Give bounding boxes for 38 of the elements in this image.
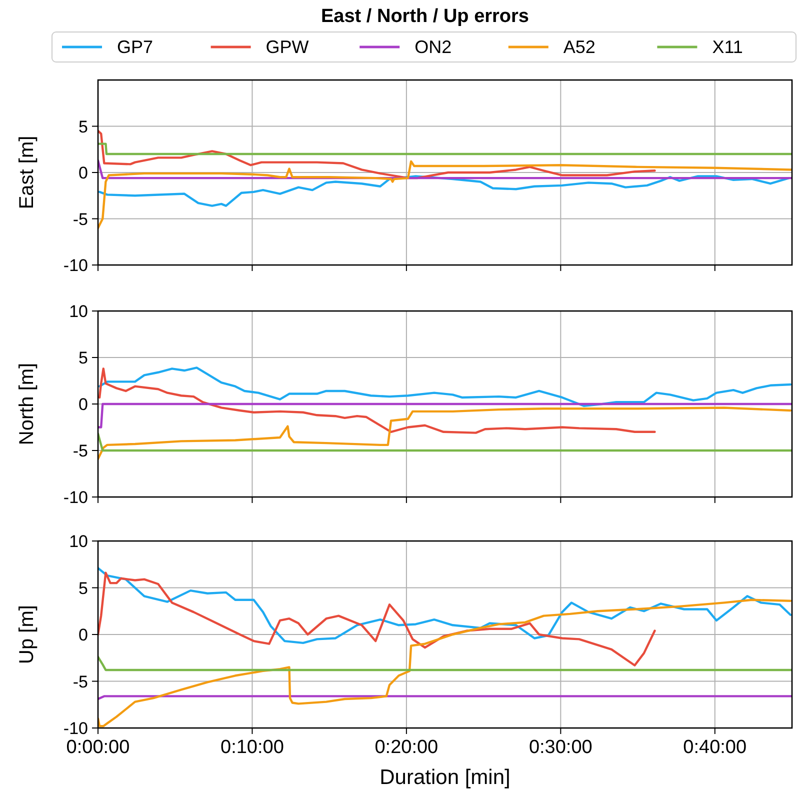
- y-tick-label: 10: [69, 302, 88, 321]
- x-tick-label: 0:40:00: [683, 737, 747, 758]
- legend-label: GP7: [117, 37, 154, 57]
- line-series: [98, 572, 656, 666]
- y-tick-label: -5: [72, 210, 88, 229]
- line-series: [98, 406, 792, 460]
- line-series: [98, 175, 790, 207]
- y-tick-label: 5: [78, 578, 88, 598]
- y-tick-label: -10: [63, 719, 88, 738]
- line-series: [98, 160, 792, 230]
- y-tick-label: 10: [69, 532, 88, 551]
- x-axis-title: Duration [min]: [380, 766, 510, 789]
- y-axis-title: Up [m]: [16, 605, 38, 664]
- line-series: [98, 368, 656, 434]
- legend-label: X11: [712, 37, 743, 57]
- line-series: [98, 366, 792, 407]
- line-series: [98, 598, 792, 728]
- y-tick-label: -10: [63, 488, 88, 507]
- y-tick-label: -10: [63, 256, 88, 275]
- line-series: [98, 567, 792, 644]
- y-tick-label: 5: [78, 348, 88, 368]
- chart-title: East / North / Up errors: [321, 6, 529, 27]
- y-axis-title: North [m]: [16, 362, 38, 446]
- x-tick-label: 0:20:00: [374, 737, 438, 758]
- legend-label: A52: [563, 37, 596, 57]
- y-tick-label: 0: [78, 626, 88, 644]
- legend-label: GPW: [266, 37, 309, 57]
- x-tick-label: 0:00:00: [66, 737, 130, 758]
- y-tick-label: 0: [78, 395, 88, 414]
- y-tick-label: -5: [72, 442, 88, 460]
- y-tick-label: 0: [78, 164, 88, 182]
- y-axis-title: East [m]: [16, 136, 38, 210]
- line-series: [98, 130, 656, 180]
- x-tick-label: 0:10:00: [220, 737, 284, 758]
- legend-label: ON2: [414, 37, 452, 57]
- x-tick-label: 0:30:00: [528, 737, 592, 758]
- y-tick-label: -5: [72, 672, 88, 692]
- y-tick-label: 5: [78, 117, 88, 136]
